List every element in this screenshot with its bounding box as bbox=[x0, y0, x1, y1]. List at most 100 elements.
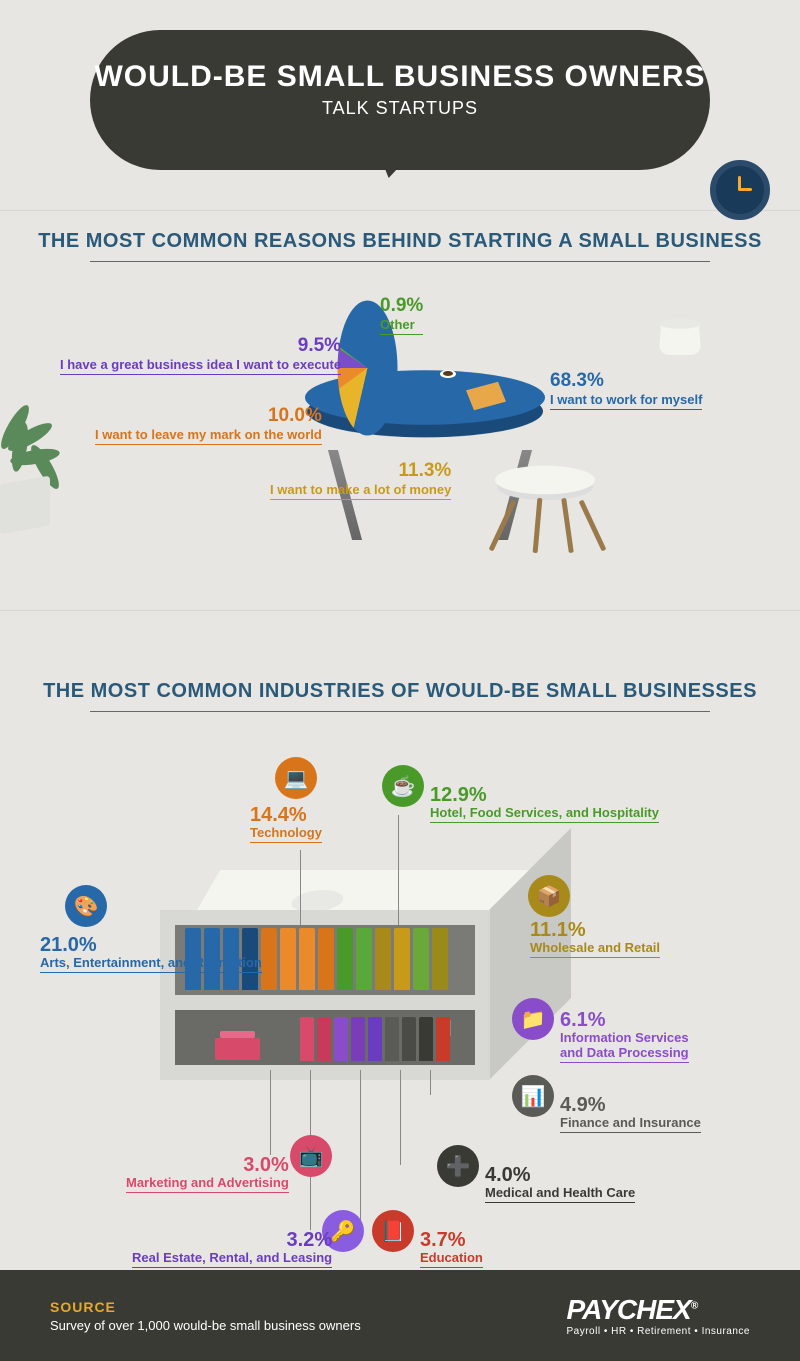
pct-value: 6.1% bbox=[560, 1010, 689, 1030]
plant-decoration bbox=[0, 480, 50, 530]
pct-value: 4.0% bbox=[485, 1165, 635, 1185]
arts-icon: 🎨 bbox=[65, 885, 107, 927]
reason-leave-mark: 10.0% I want to leave my mark on the wor… bbox=[95, 405, 322, 445]
reason-label: I want to work for myself bbox=[550, 392, 702, 407]
industry-label: Education bbox=[420, 1250, 483, 1265]
industry-label: Information Services and Data Processing bbox=[560, 1030, 689, 1060]
pct-value: 21.0% bbox=[40, 935, 262, 955]
coffee-cup-icon bbox=[440, 370, 456, 378]
book bbox=[300, 1017, 314, 1061]
reason-business-idea: 9.5% I have a great business idea I want… bbox=[60, 335, 341, 375]
book bbox=[432, 928, 448, 990]
pct-value: 9.5% bbox=[60, 335, 341, 357]
industry-medical: 4.0% Medical and Health Care bbox=[485, 1165, 635, 1203]
pct-value: 68.3% bbox=[550, 370, 702, 392]
book bbox=[337, 928, 353, 990]
book bbox=[334, 1017, 348, 1061]
industry-label: Wholesale and Retail bbox=[530, 940, 660, 955]
source-label: SOURCE bbox=[50, 1299, 361, 1315]
pie-chart-scene: 68.3% I want to work for myself 11.3% I … bbox=[0, 270, 800, 620]
title-speech-bubble: WOULD-BE SMALL BUSINESS OWNERS TALK STAR… bbox=[90, 30, 710, 170]
medical-icon: ➕ bbox=[437, 1145, 479, 1187]
reason-make-money: 11.3% I want to make a lot of money bbox=[270, 460, 451, 500]
connector-line bbox=[450, 1020, 451, 1036]
pct-value: 0.9% bbox=[380, 295, 423, 317]
book bbox=[261, 928, 277, 990]
reason-label: I have a great business idea I want to e… bbox=[60, 357, 341, 372]
industry-wholesale: 11.1% Wholesale and Retail bbox=[530, 920, 660, 958]
footer-bar: SOURCE Survey of over 1,000 would-be sma… bbox=[0, 1270, 800, 1361]
wholesale-icon: 📦 bbox=[528, 875, 570, 917]
tech-icon: 💻 bbox=[275, 757, 317, 799]
pct-value: 3.7% bbox=[420, 1230, 483, 1250]
reason-work-for-myself: 68.3% I want to work for myself bbox=[550, 370, 702, 410]
reason-label: I want to leave my mark on the world bbox=[95, 427, 322, 442]
book bbox=[419, 1017, 433, 1061]
book bbox=[385, 1017, 399, 1061]
info-services-icon: 📁 bbox=[512, 998, 554, 1040]
book bbox=[402, 1017, 416, 1061]
pct-value: 3.2% bbox=[132, 1230, 332, 1250]
finance-icon: 📊 bbox=[512, 1075, 554, 1117]
books-bottom-row bbox=[300, 1017, 450, 1061]
industry-label: Medical and Health Care bbox=[485, 1185, 635, 1200]
brand-name: PAYCHEX bbox=[566, 1294, 690, 1325]
brand-tagline: Payroll • HR • Retirement • Insurance bbox=[566, 1326, 750, 1337]
clock-icon bbox=[710, 160, 770, 220]
industry-label: Arts, Entertainment, and Recreation bbox=[40, 955, 262, 970]
main-title: WOULD-BE SMALL BUSINESS OWNERS bbox=[90, 60, 710, 94]
pct-value: 12.9% bbox=[430, 785, 659, 805]
industry-label: Marketing and Advertising bbox=[126, 1175, 289, 1190]
pct-value: 11.3% bbox=[270, 460, 451, 482]
reason-label: Other bbox=[380, 317, 415, 332]
industry-technology: 14.4% Technology bbox=[250, 805, 322, 843]
reason-label: I want to make a lot of money bbox=[270, 482, 451, 497]
trash-bin-icon bbox=[659, 322, 702, 355]
source-text: Survey of over 1,000 would-be small busi… bbox=[50, 1318, 361, 1333]
book bbox=[413, 928, 429, 990]
infographic-root: WOULD-BE SMALL BUSINESS OWNERS TALK STAR… bbox=[0, 30, 800, 1361]
brand-logo: PAYCHEX® Payroll • HR • Retirement • Ins… bbox=[566, 1294, 750, 1337]
book-stack bbox=[215, 1038, 260, 1060]
hospitality-icon: ☕ bbox=[382, 765, 424, 807]
pct-value: 4.9% bbox=[560, 1095, 701, 1115]
connector-line bbox=[430, 1070, 431, 1095]
pct-value: 3.0% bbox=[126, 1155, 289, 1175]
connector-line bbox=[300, 850, 301, 925]
book bbox=[299, 928, 315, 990]
marketing-icon: 📺 bbox=[290, 1135, 332, 1177]
chair-seat bbox=[495, 466, 595, 495]
education-icon: 📕 bbox=[372, 1210, 414, 1252]
pct-value: 11.1% bbox=[530, 920, 660, 940]
book bbox=[394, 928, 410, 990]
wall-divider bbox=[0, 210, 800, 211]
subtitle: TALK STARTUPS bbox=[90, 98, 710, 119]
source-block: SOURCE Survey of over 1,000 would-be sma… bbox=[50, 1299, 361, 1333]
book bbox=[436, 1017, 450, 1061]
book bbox=[368, 1017, 382, 1061]
pct-value: 10.0% bbox=[95, 405, 322, 427]
book bbox=[375, 928, 391, 990]
industry-education: 3.7% Education bbox=[420, 1230, 483, 1268]
industry-label: Real Estate, Rental, and Leasing bbox=[132, 1250, 332, 1265]
connector-line bbox=[270, 1070, 271, 1155]
connector-line bbox=[398, 815, 399, 925]
book bbox=[280, 928, 296, 990]
pct-value: 14.4% bbox=[250, 805, 322, 825]
section1-title: THE MOST COMMON REASONS BEHIND STARTING … bbox=[0, 230, 800, 262]
industry-label: Finance and Insurance bbox=[560, 1115, 701, 1130]
industry-hospitality: 12.9% Hotel, Food Services, and Hospital… bbox=[430, 785, 659, 823]
industries-scene: 🎨 21.0% Arts, Entertainment, and Recreat… bbox=[0, 720, 800, 1270]
section2-title: THE MOST COMMON INDUSTRIES OF WOULD-BE S… bbox=[0, 680, 800, 712]
book bbox=[351, 1017, 365, 1061]
connector-line bbox=[360, 1070, 361, 1228]
industry-arts: 21.0% Arts, Entertainment, and Recreatio… bbox=[40, 935, 262, 973]
industry-real-estate: 3.2% Real Estate, Rental, and Leasing bbox=[132, 1230, 332, 1268]
bookshelf bbox=[200, 870, 530, 1080]
book bbox=[317, 1017, 331, 1061]
industry-marketing: 3.0% Marketing and Advertising bbox=[126, 1155, 289, 1193]
book bbox=[356, 928, 372, 990]
industry-info-services: 6.1% Information Services and Data Proce… bbox=[560, 1010, 689, 1063]
industry-label: Hotel, Food Services, and Hospitality bbox=[430, 805, 659, 820]
reason-other: 0.9% Other bbox=[380, 295, 423, 335]
